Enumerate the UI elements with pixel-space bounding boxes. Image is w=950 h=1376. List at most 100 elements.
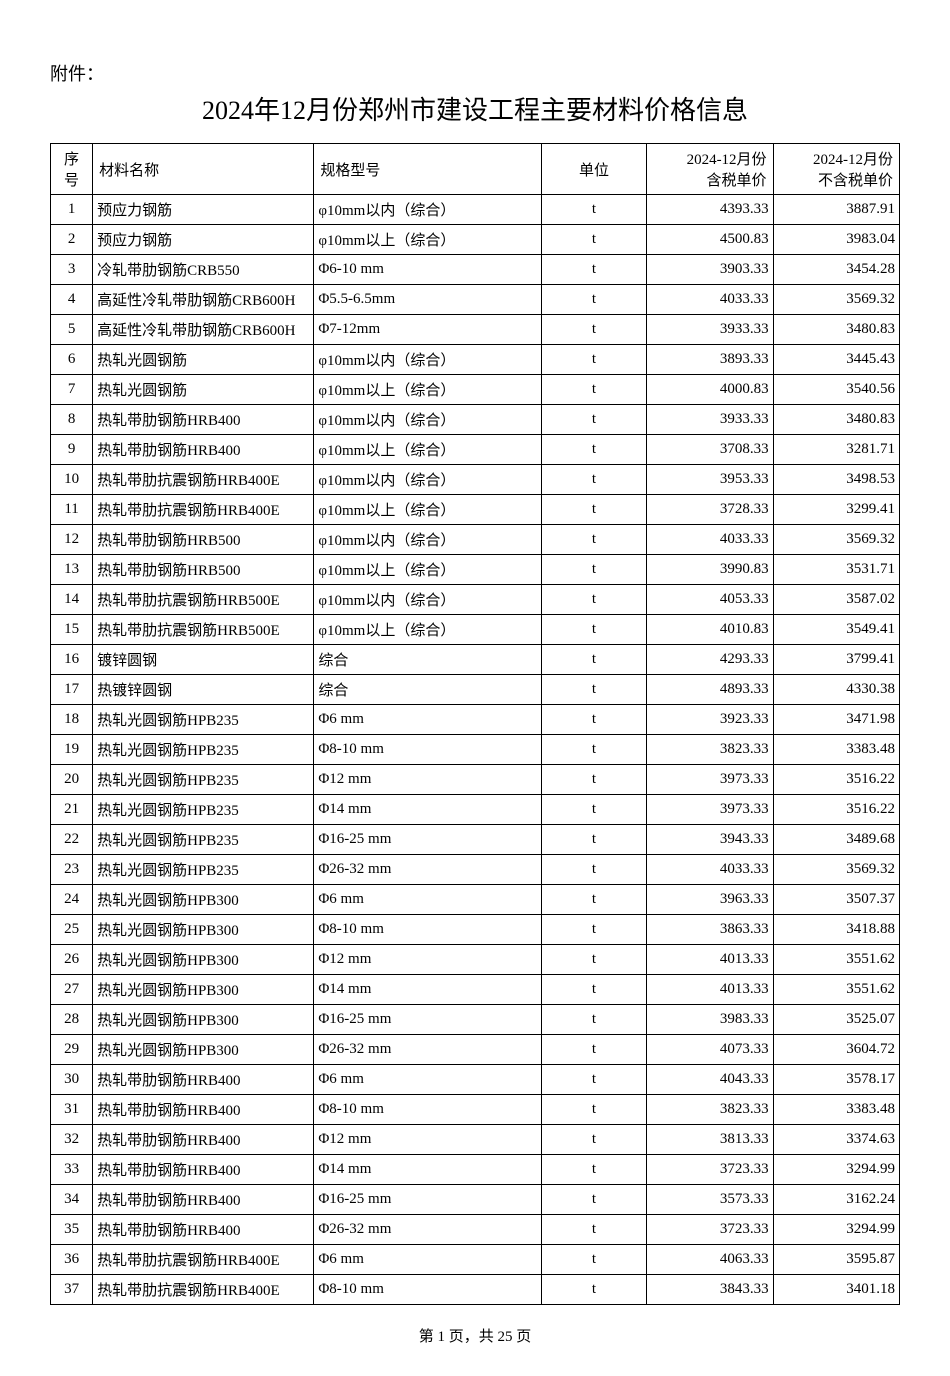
cell-name: 热轧光圆钢筋HPB235	[93, 795, 314, 825]
cell-seq: 24	[51, 885, 93, 915]
cell-price-notax: 3551.62	[773, 975, 899, 1005]
cell-spec: Φ16-25 mm	[314, 1005, 542, 1035]
cell-name: 热镀锌圆钢	[93, 675, 314, 705]
cell-price-notax: 3498.53	[773, 465, 899, 495]
table-row: 4高延性冷轧带肋钢筋CRB600HΦ5.5-6.5mmt4033.333569.…	[51, 285, 900, 315]
cell-price-tax: 4293.33	[647, 645, 773, 675]
cell-price-tax: 4033.33	[647, 855, 773, 885]
cell-name: 热轧带肋抗震钢筋HRB500E	[93, 585, 314, 615]
cell-seq: 7	[51, 375, 93, 405]
table-row: 2预应力钢筋φ10mm以上（综合）t4500.833983.04	[51, 225, 900, 255]
table-row: 7热轧光圆钢筋φ10mm以上（综合）t4000.833540.56	[51, 375, 900, 405]
cell-seq: 26	[51, 945, 93, 975]
cell-spec: φ10mm以内（综合）	[314, 405, 542, 435]
table-row: 18热轧光圆钢筋HPB235Φ6 mmt3923.333471.98	[51, 705, 900, 735]
cell-unit: t	[541, 1095, 646, 1125]
cell-price-notax: 3162.24	[773, 1185, 899, 1215]
cell-price-notax: 3401.18	[773, 1275, 899, 1305]
cell-unit: t	[541, 405, 646, 435]
cell-price-tax: 3863.33	[647, 915, 773, 945]
cell-price-notax: 3531.71	[773, 555, 899, 585]
cell-seq: 14	[51, 585, 93, 615]
cell-seq: 28	[51, 1005, 93, 1035]
cell-spec: Φ6 mm	[314, 1065, 542, 1095]
cell-name: 热轧带肋抗震钢筋HRB400E	[93, 465, 314, 495]
cell-unit: t	[541, 885, 646, 915]
cell-name: 热轧光圆钢筋HPB235	[93, 855, 314, 885]
cell-price-tax: 3723.33	[647, 1215, 773, 1245]
cell-seq: 25	[51, 915, 93, 945]
cell-price-tax: 3708.33	[647, 435, 773, 465]
table-row: 22热轧光圆钢筋HPB235Φ16-25 mmt3943.333489.68	[51, 825, 900, 855]
table-row: 5高延性冷轧带肋钢筋CRB600HΦ7-12mmt3933.333480.83	[51, 315, 900, 345]
cell-price-notax: 3480.83	[773, 315, 899, 345]
header-unit: 单位	[541, 144, 646, 195]
cell-seq: 11	[51, 495, 93, 525]
cell-name: 热轧光圆钢筋HPB300	[93, 915, 314, 945]
cell-seq: 33	[51, 1155, 93, 1185]
cell-spec: Φ14 mm	[314, 975, 542, 1005]
table-row: 19热轧光圆钢筋HPB235Φ8-10 mmt3823.333383.48	[51, 735, 900, 765]
cell-seq: 35	[51, 1215, 93, 1245]
cell-price-tax: 3728.33	[647, 495, 773, 525]
cell-price-tax: 4073.33	[647, 1035, 773, 1065]
cell-unit: t	[541, 495, 646, 525]
cell-name: 冷轧带肋钢筋CRB550	[93, 255, 314, 285]
cell-price-tax: 3843.33	[647, 1275, 773, 1305]
cell-unit: t	[541, 705, 646, 735]
cell-price-tax: 3973.33	[647, 795, 773, 825]
header-price-tax: 2024-12月份含税单价	[647, 144, 773, 195]
cell-price-tax: 4033.33	[647, 525, 773, 555]
cell-spec: Φ6-10 mm	[314, 255, 542, 285]
cell-unit: t	[541, 1245, 646, 1275]
table-row: 23热轧光圆钢筋HPB235Φ26-32 mmt4033.333569.32	[51, 855, 900, 885]
cell-unit: t	[541, 1125, 646, 1155]
cell-price-notax: 3549.41	[773, 615, 899, 645]
table-row: 35热轧带肋钢筋HRB400Φ26-32 mmt3723.333294.99	[51, 1215, 900, 1245]
cell-spec: Φ26-32 mm	[314, 1035, 542, 1065]
cell-spec: Φ26-32 mm	[314, 1215, 542, 1245]
cell-unit: t	[541, 945, 646, 975]
cell-name: 热轧光圆钢筋	[93, 375, 314, 405]
cell-seq: 1	[51, 195, 93, 225]
cell-unit: t	[541, 1035, 646, 1065]
cell-price-notax: 3551.62	[773, 945, 899, 975]
cell-seq: 30	[51, 1065, 93, 1095]
cell-spec: Φ16-25 mm	[314, 1185, 542, 1215]
cell-name: 热轧光圆钢筋HPB300	[93, 885, 314, 915]
table-row: 8热轧带肋钢筋HRB400φ10mm以内（综合）t3933.333480.83	[51, 405, 900, 435]
cell-price-tax: 4893.33	[647, 675, 773, 705]
cell-seq: 31	[51, 1095, 93, 1125]
cell-unit: t	[541, 735, 646, 765]
cell-price-notax: 3383.48	[773, 735, 899, 765]
table-row: 37热轧带肋抗震钢筋HRB400EΦ8-10 mmt3843.333401.18	[51, 1275, 900, 1305]
cell-spec: Φ12 mm	[314, 945, 542, 975]
cell-name: 高延性冷轧带肋钢筋CRB600H	[93, 285, 314, 315]
cell-spec: Φ6 mm	[314, 885, 542, 915]
cell-price-tax: 3983.33	[647, 1005, 773, 1035]
page-footer: 第 1 页，共 25 页	[50, 1325, 900, 1346]
cell-unit: t	[541, 195, 646, 225]
table-row: 6热轧光圆钢筋φ10mm以内（综合）t3893.333445.43	[51, 345, 900, 375]
cell-name: 镀锌圆钢	[93, 645, 314, 675]
cell-spec: φ10mm以内（综合）	[314, 585, 542, 615]
cell-unit: t	[541, 675, 646, 705]
table-row: 28热轧光圆钢筋HPB300Φ16-25 mmt3983.333525.07	[51, 1005, 900, 1035]
cell-unit: t	[541, 435, 646, 465]
cell-name: 热轧光圆钢筋HPB235	[93, 825, 314, 855]
cell-spec: Φ8-10 mm	[314, 1095, 542, 1125]
cell-price-tax: 4013.33	[647, 975, 773, 1005]
cell-price-notax: 3294.99	[773, 1155, 899, 1185]
table-row: 15热轧带肋抗震钢筋HRB500Eφ10mm以上（综合）t4010.833549…	[51, 615, 900, 645]
cell-unit: t	[541, 615, 646, 645]
cell-seq: 3	[51, 255, 93, 285]
cell-spec: Φ8-10 mm	[314, 735, 542, 765]
cell-price-notax: 3799.41	[773, 645, 899, 675]
cell-seq: 4	[51, 285, 93, 315]
cell-price-tax: 3963.33	[647, 885, 773, 915]
cell-seq: 5	[51, 315, 93, 345]
header-spec: 规格型号	[314, 144, 542, 195]
cell-unit: t	[541, 1215, 646, 1245]
table-row: 21热轧光圆钢筋HPB235Φ14 mmt3973.333516.22	[51, 795, 900, 825]
cell-seq: 12	[51, 525, 93, 555]
